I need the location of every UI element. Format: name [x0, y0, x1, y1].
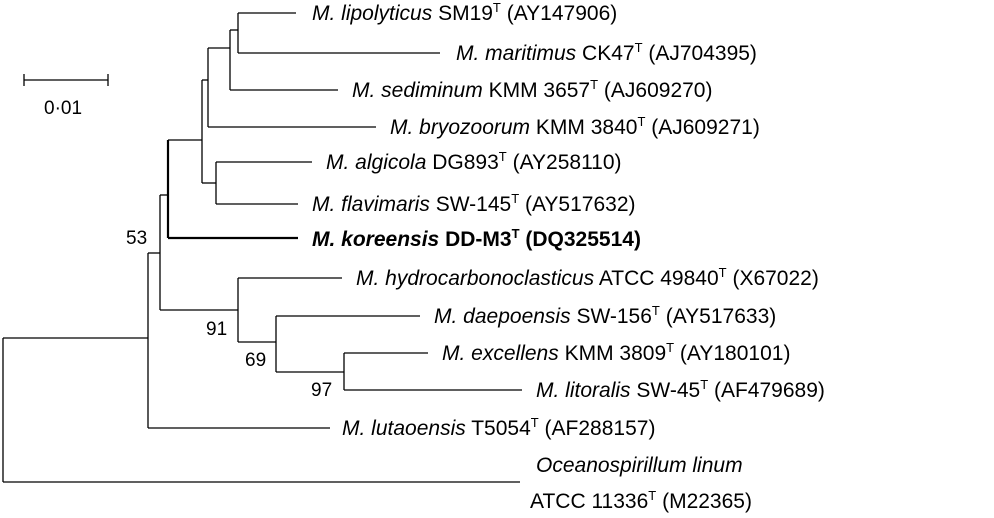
- taxon-label: M. hydrocarbonoclasticus ATCC 49840T (X6…: [356, 265, 819, 290]
- taxon-label: M. maritimus CK47T (AJ704395): [456, 40, 757, 65]
- bootstrap-91: 91: [206, 319, 227, 340]
- taxon-label: M. sediminum KMM 3657T (AJ609270): [352, 77, 712, 102]
- bootstrap-97: 97: [311, 380, 332, 401]
- taxon-label: M. algicola DG893T (AY258110): [326, 149, 622, 174]
- taxon-label: M. excellens KMM 3809T (AY180101): [442, 340, 790, 365]
- bootstrap-53: 53: [126, 228, 147, 249]
- outgroup-name: Oceanospirillum linum: [536, 454, 743, 477]
- taxon-label: M. bryozoorum KMM 3840T (AJ609271): [390, 114, 760, 139]
- taxon-label: M. lutaoensis T5054T (AF288157): [342, 415, 655, 440]
- bootstrap-69: 69: [245, 350, 266, 371]
- taxon-labels: M. lipolyticus SM19T (AY147906) M. marit…: [312, 0, 825, 513]
- outgroup-strain: ATCC 11336T (M22365): [530, 488, 752, 513]
- taxon-label: M. flavimaris SW-145T (AY517632): [312, 191, 636, 216]
- taxon-label: M. litoralis SW-45T (AF479689): [536, 377, 825, 402]
- scale-bar-label: 0·01: [44, 98, 82, 119]
- tree-branches: [2, 12, 522, 483]
- bootstrap-values: 53 91 69 97: [126, 228, 332, 401]
- taxon-label: M. lipolyticus SM19T (AY147906): [312, 0, 617, 25]
- scale-bar: 0·01: [23, 74, 109, 119]
- taxon-label: M. daepoensis SW-156T (AY517633): [434, 303, 776, 328]
- taxon-label-highlight: M. koreensis DD-M3T (DQ325514): [312, 226, 641, 251]
